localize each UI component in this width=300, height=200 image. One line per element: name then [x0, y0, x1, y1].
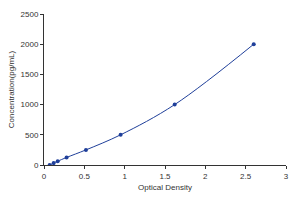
- svg-text:Optical Density: Optical Density: [138, 183, 192, 192]
- svg-text:1500: 1500: [21, 70, 39, 79]
- svg-text:1: 1: [122, 172, 127, 181]
- svg-text:0: 0: [34, 161, 39, 170]
- svg-text:2500: 2500: [21, 10, 39, 19]
- svg-text:2.5: 2.5: [240, 172, 252, 181]
- svg-text:1.5: 1.5: [159, 172, 171, 181]
- svg-text:0.5: 0.5: [79, 172, 91, 181]
- svg-text:2000: 2000: [21, 40, 39, 49]
- svg-text:3: 3: [284, 172, 289, 181]
- svg-text:2: 2: [203, 172, 208, 181]
- svg-text:1000: 1000: [21, 100, 39, 109]
- svg-text:0: 0: [42, 172, 47, 181]
- svg-text:Concentration(pg/mL): Concentration(pg/mL): [7, 50, 16, 128]
- svg-text:500: 500: [25, 131, 39, 140]
